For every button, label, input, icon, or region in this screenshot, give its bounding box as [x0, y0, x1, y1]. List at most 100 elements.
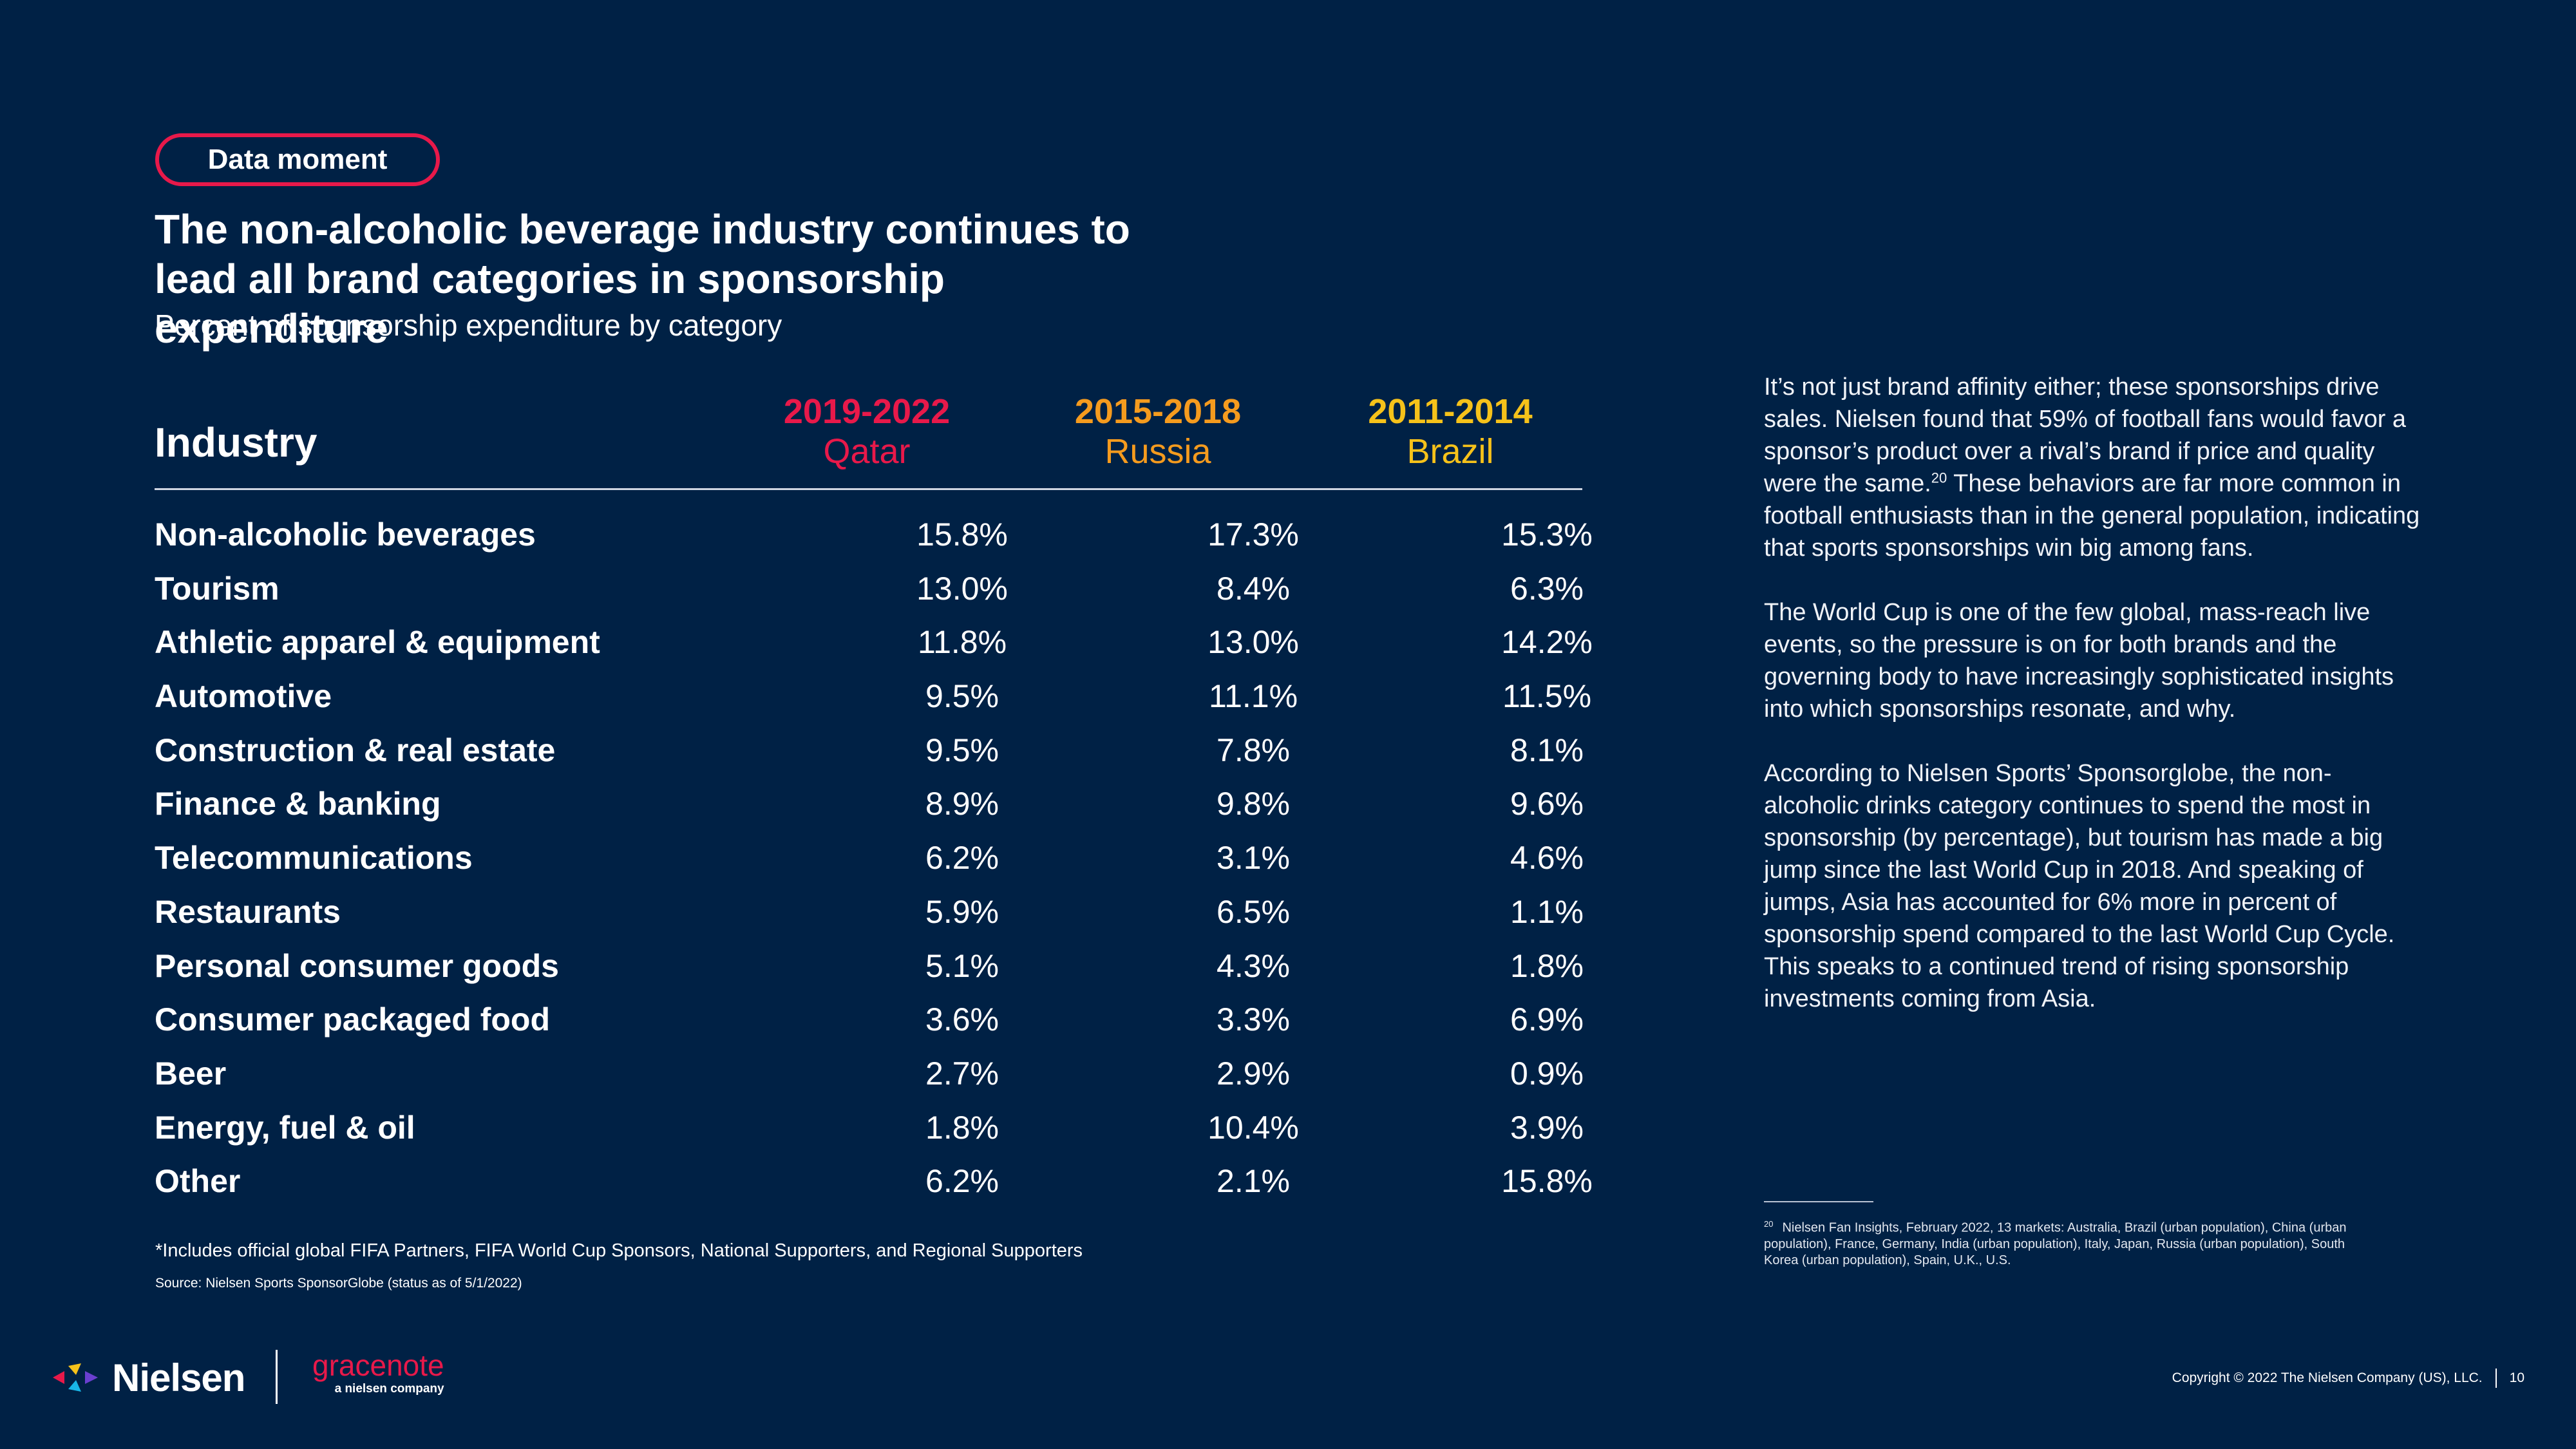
industry-name: Tourism	[155, 570, 279, 607]
value-2011-2014: 9.6%	[1510, 786, 1584, 822]
column-years: 2019-2022	[783, 392, 951, 431]
page-subtitle: Percent of sponsorship expenditure by ca…	[155, 308, 782, 342]
industry-name: Athletic apparel & equipment	[155, 624, 600, 661]
sponsorship-table: Non-alcoholic beverages 15.8% 17.3% 15.3…	[155, 511, 1610, 1212]
value-2019-2022: 5.1%	[925, 947, 999, 984]
table-footnote: *Includes official global FIFA Partners,…	[155, 1240, 1083, 1261]
value-2015-2018: 2.1%	[1217, 1163, 1290, 1200]
table-row: Restaurants 5.9% 6.5% 1.1%	[155, 889, 1610, 943]
value-2015-2018: 11.1%	[1208, 678, 1298, 715]
value-2015-2018: 2.9%	[1217, 1055, 1290, 1092]
sidebar-text: It’s not just brand affinity either; the…	[1764, 371, 2421, 1047]
value-2019-2022: 3.6%	[925, 1001, 999, 1038]
column-header-russia: 2015-2018 Russia	[1010, 392, 1306, 471]
value-2019-2022: 9.5%	[925, 732, 999, 768]
value-2015-2018: 7.8%	[1217, 732, 1290, 768]
source-note: Source: Nielsen Sports SponsorGlobe (sta…	[155, 1276, 522, 1291]
column-host: Russia	[1104, 432, 1211, 471]
value-2015-2018: 17.3%	[1208, 516, 1299, 553]
reference-note: 20 Nielsen Fan Insights, February 2022, 1…	[1764, 1216, 2382, 1269]
sidebar-paragraph-1: It’s not just brand affinity either; the…	[1764, 371, 2421, 564]
table-row: Finance & banking 8.9% 9.8% 9.6%	[155, 781, 1610, 835]
value-2011-2014: 4.6%	[1510, 840, 1584, 876]
table-row: Energy, fuel & oil 1.8% 10.4% 3.9%	[155, 1104, 1610, 1159]
table-row: Beer 2.7% 2.9% 0.9%	[155, 1050, 1610, 1104]
page-title: The non-alcoholic beverage industry cont…	[155, 205, 1185, 354]
value-2019-2022: 1.8%	[925, 1109, 999, 1146]
industry-name: Beer	[155, 1055, 227, 1092]
industry-name: Automotive	[155, 678, 332, 715]
value-2015-2018: 10.4%	[1208, 1109, 1299, 1146]
table-row: Non-alcoholic beverages 15.8% 17.3% 15.3…	[155, 511, 1610, 565]
column-host: Brazil	[1406, 432, 1494, 471]
industry-name: Personal consumer goods	[155, 947, 559, 984]
title-line-1: The non-alcoholic beverage industry cont…	[155, 206, 1130, 252]
value-2011-2014: 3.9%	[1510, 1109, 1584, 1146]
gracenote-logo: gracenote a nielsen company	[312, 1350, 444, 1396]
reference-divider	[1764, 1201, 1873, 1202]
data-moment-badge: Data moment	[155, 133, 440, 186]
table-row: Telecommunications 6.2% 3.1% 4.6%	[155, 835, 1610, 889]
gracenote-tagline: a nielsen company	[334, 1382, 444, 1396]
column-years: 2011-2014	[1368, 392, 1533, 431]
gracenote-wordmark: gracenote	[312, 1349, 444, 1382]
value-2019-2022: 11.8%	[917, 624, 1007, 661]
value-2011-2014: 1.8%	[1510, 947, 1584, 984]
table-row: Tourism 13.0% 8.4% 6.3%	[155, 565, 1610, 620]
table-row: Personal consumer goods 5.1% 4.3% 1.8%	[155, 943, 1610, 997]
column-header-brazil: 2011-2014 Brazil	[1302, 392, 1598, 471]
value-2019-2022: 13.0%	[916, 570, 1008, 607]
value-2011-2014: 0.9%	[1510, 1055, 1584, 1092]
industry-name: Telecommunications	[155, 840, 473, 876]
sidebar-p1-text: It’s not just brand affinity either; the…	[1764, 374, 2407, 497]
sidebar-paragraph-3: According to Nielsen Sports’ Sponsorglob…	[1764, 760, 2395, 1012]
footnote-marker: 20	[1931, 469, 1947, 486]
industry-name: Other	[155, 1163, 241, 1200]
value-2011-2014: 11.5%	[1502, 678, 1592, 715]
column-header-qatar: 2019-2022 Qatar	[719, 392, 1015, 471]
page-number: 10	[2509, 1370, 2524, 1385]
value-2011-2014: 1.1%	[1510, 893, 1584, 930]
value-2019-2022: 9.5%	[925, 678, 999, 715]
sidebar-p1-text-cont: These behaviors are far more common in f…	[1764, 470, 2420, 562]
value-2011-2014: 15.8%	[1501, 1163, 1593, 1200]
column-years: 2015-2018	[1074, 392, 1242, 431]
logo-divider	[276, 1350, 278, 1404]
value-2015-2018: 6.5%	[1217, 893, 1290, 930]
header-divider	[155, 488, 1582, 490]
value-2015-2018: 4.3%	[1217, 947, 1290, 984]
title-line-2: lead all brand categories in sponsorship…	[155, 256, 945, 352]
industry-name: Energy, fuel & oil	[155, 1109, 415, 1146]
value-2015-2018: 8.4%	[1217, 570, 1290, 607]
value-2019-2022: 8.9%	[925, 786, 999, 822]
value-2019-2022: 2.7%	[925, 1055, 999, 1092]
industry-name: Finance & banking	[155, 786, 441, 822]
value-2015-2018: 3.1%	[1217, 840, 1290, 876]
table-row: Other 6.2% 2.1% 15.8%	[155, 1158, 1610, 1212]
table-row: Automotive 9.5% 11.1% 11.5%	[155, 673, 1610, 727]
nielsen-mark-icon	[53, 1363, 98, 1392]
value-2011-2014: 14.2%	[1501, 624, 1593, 661]
sidebar-paragraph-2: The World Cup is one of the few global, …	[1764, 599, 2394, 723]
value-2019-2022: 15.8%	[916, 516, 1008, 553]
industry-name: Restaurants	[155, 893, 341, 930]
value-2019-2022: 6.2%	[925, 840, 999, 876]
value-2015-2018: 3.3%	[1217, 1001, 1290, 1038]
industry-name: Construction & real estate	[155, 732, 556, 768]
value-2011-2014: 6.9%	[1510, 1001, 1584, 1038]
table-row: Consumer packaged food 3.6% 3.3% 6.9%	[155, 996, 1610, 1050]
industry-name: Non-alcoholic beverages	[155, 516, 536, 553]
column-host: Qatar	[823, 432, 911, 471]
value-2011-2014: 8.1%	[1510, 732, 1584, 768]
copyright-text: Copyright © 2022 The Nielsen Company (US…	[2172, 1370, 2483, 1385]
industry-column-header: Industry	[155, 419, 317, 466]
nielsen-wordmark: Nielsen	[112, 1356, 245, 1399]
footer-divider	[2495, 1368, 2497, 1388]
value-2019-2022: 5.9%	[925, 893, 999, 930]
nielsen-logo: Nielsen	[52, 1355, 245, 1400]
footer-copyright: Copyright © 2022 The Nielsen Company (US…	[2172, 1368, 2524, 1388]
value-2015-2018: 9.8%	[1217, 786, 1290, 822]
value-2019-2022: 6.2%	[925, 1163, 999, 1200]
value-2011-2014: 15.3%	[1501, 516, 1593, 553]
table-row: Athletic apparel & equipment 11.8% 13.0%…	[155, 619, 1610, 673]
